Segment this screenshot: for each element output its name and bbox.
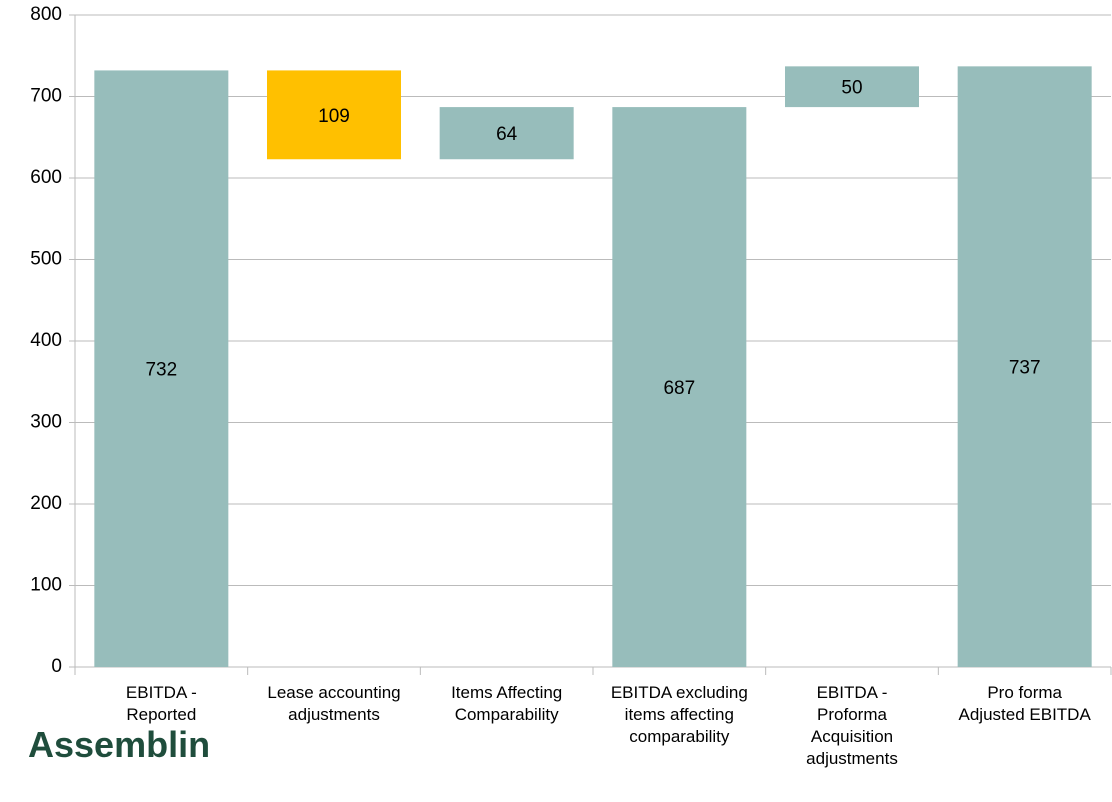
x-tick-label-line: EBITDA -	[126, 683, 197, 702]
bar	[612, 107, 747, 668]
data-label: 64	[496, 124, 518, 145]
data-label: 737	[1009, 358, 1041, 379]
x-tick-label: EBITDA - Reported	[126, 683, 197, 724]
data-label: 732	[145, 360, 177, 381]
y-tick-label: 200	[30, 493, 62, 514]
x-tick-label-line: items affecting	[625, 705, 734, 724]
y-tick-label: 400	[30, 330, 62, 351]
y-tick-label: 100	[30, 575, 62, 596]
x-tick-label-line: Pro forma	[987, 683, 1062, 702]
x-tick-label: EBITDA - Proforma Acquisition adjustments	[806, 683, 898, 768]
x-tick-label: EBITDA excluding items affecting comparabi…	[611, 683, 748, 746]
y-tick-label: 300	[30, 412, 62, 433]
x-tick-label-line: Adjusted EBITDA	[959, 705, 1092, 724]
x-tick-label-line: Items Affecting	[451, 683, 562, 702]
x-tick-label-line: Reported	[126, 705, 196, 724]
x-tick-label: Lease accounting adjustments	[267, 683, 400, 724]
data-label: 109	[318, 106, 350, 127]
y-tick-label: 600	[30, 167, 62, 188]
y-tick-label: 0	[51, 656, 62, 677]
x-tick-label: Items Affecting Comparability	[451, 683, 562, 724]
x-tick-label-line: adjustments	[806, 749, 898, 768]
x-tick-label-line: adjustments	[288, 705, 380, 724]
bar	[94, 70, 229, 668]
x-tick-label: Pro forma Adjusted EBITDA	[959, 683, 1092, 724]
brand-logo: Assemblin	[28, 724, 210, 765]
y-tick-label: 700	[30, 86, 62, 107]
bar	[439, 107, 574, 160]
x-tick-label-line: EBITDA excluding	[611, 683, 748, 702]
data-label: 50	[841, 78, 862, 99]
bar	[267, 70, 401, 160]
x-tick-label-line: comparability	[629, 727, 730, 746]
x-tick-label-line: Lease accounting	[267, 683, 400, 702]
x-tick-label-line: EBITDA -	[817, 683, 888, 702]
x-tick-label-line: Comparability	[455, 705, 559, 724]
data-label: 687	[663, 378, 695, 399]
bar	[785, 66, 919, 108]
y-tick-label: 500	[30, 249, 62, 270]
bar	[957, 66, 1092, 668]
x-tick-label-line: Proforma	[817, 705, 887, 724]
x-tick-label-line: Acquisition	[811, 727, 893, 746]
y-tick-label: 800	[30, 4, 62, 25]
